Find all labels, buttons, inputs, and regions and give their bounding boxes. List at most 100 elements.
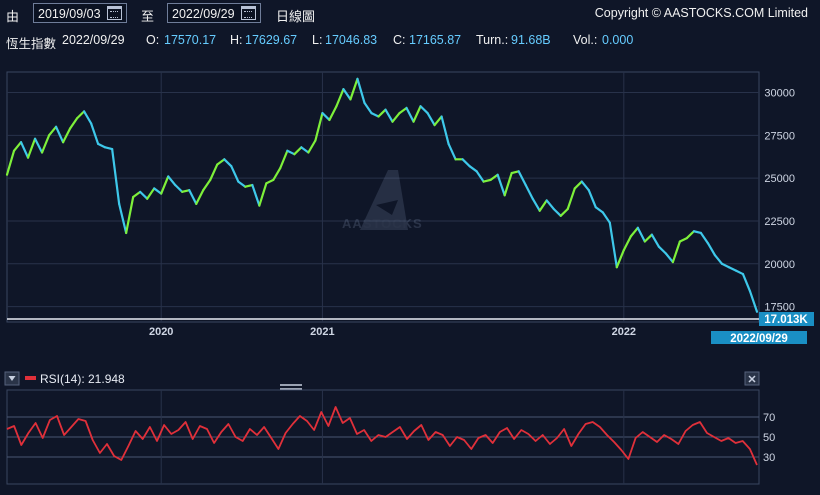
price-segment	[321, 111, 331, 122]
price-segment	[440, 115, 450, 146]
price-segment	[265, 178, 275, 185]
price-segment	[132, 190, 142, 199]
turnover-value: 91.68B	[511, 33, 551, 47]
price-segment	[75, 110, 86, 120]
from-label: 由	[6, 9, 20, 24]
price-segment	[601, 211, 611, 224]
price-segment	[650, 233, 660, 248]
close-label: C:	[393, 33, 406, 47]
price-segment	[426, 111, 436, 127]
price-segment	[510, 170, 520, 175]
price-segment	[713, 254, 724, 265]
price-segment	[531, 197, 541, 212]
info-date: 2022/09/29	[62, 33, 125, 47]
price-segment	[342, 88, 352, 101]
price-segment	[559, 207, 569, 217]
price-y-axis: 17500 20000 22500 25000 27500 30000	[764, 88, 795, 314]
price-segment	[188, 189, 198, 205]
rsi-title: RSI(14): 21.948	[40, 372, 125, 386]
last-date-label: 2022/09/29	[730, 333, 788, 345]
rsi-y-tick-label: 30	[763, 452, 775, 464]
volume-label: Vol.:	[573, 33, 598, 47]
price-segment	[615, 248, 625, 269]
price-segment	[398, 106, 408, 115]
price-segment	[33, 137, 44, 154]
price-segment	[573, 180, 583, 190]
open-value: 17570.17	[164, 33, 217, 47]
price-segment	[699, 231, 710, 245]
rsi-legend-swatch	[25, 376, 36, 380]
price-segment	[741, 272, 752, 293]
x-tick-label: 2020	[149, 326, 173, 338]
price-segment	[419, 105, 429, 115]
to-date-input[interactable]: 2022/09/29	[167, 3, 261, 23]
price-segment	[475, 170, 485, 183]
price-segment	[608, 221, 618, 269]
price-segment	[202, 178, 212, 192]
close-value: 17165.87	[409, 33, 462, 47]
price-segment	[377, 108, 387, 118]
price-segment	[300, 146, 310, 154]
price-segment	[307, 139, 317, 154]
rsi-y-axis: 30 50 70	[763, 412, 775, 464]
price-segment	[167, 175, 177, 187]
price-segment	[111, 147, 121, 205]
price-segment	[68, 117, 79, 130]
price-segment	[286, 149, 296, 156]
watermark-logo: AASTOCKS	[342, 170, 423, 231]
price-segment	[685, 230, 696, 240]
price-segment	[489, 173, 499, 181]
from-date-input[interactable]: 2019/09/03	[33, 3, 127, 23]
toolbar: 由 2019/09/03 至 2022/09/29 日線圖 Copyright …	[0, 0, 820, 28]
x-tick-label: 2022	[612, 326, 636, 338]
price-segment	[524, 183, 534, 200]
price-segment	[230, 165, 240, 183]
low-value: 17046.83	[325, 33, 378, 47]
price-segment	[671, 240, 681, 264]
rsi-line	[6, 406, 758, 466]
price-segment	[517, 170, 527, 187]
price-segment	[209, 163, 219, 181]
price-segment	[54, 125, 65, 144]
rsi-y-tick-label: 70	[763, 412, 775, 424]
last-value-marker: 17.013K	[759, 312, 814, 326]
price-segment	[447, 142, 457, 161]
calendar-icon[interactable]	[241, 6, 256, 20]
calendar-icon[interactable]	[107, 6, 122, 20]
price-segment	[244, 183, 254, 188]
price-segment	[146, 187, 156, 200]
y-tick-label: 27500	[764, 130, 795, 142]
price-segment	[748, 290, 759, 313]
price-segment	[580, 180, 590, 192]
price-segment	[293, 146, 303, 156]
price-segment	[678, 236, 689, 243]
price-segment	[622, 235, 632, 252]
index-name: 恆生指數	[6, 37, 57, 51]
price-segment	[545, 199, 555, 211]
panel-resize-handle[interactable]	[280, 384, 302, 390]
copyright-text: Copyright © AASTOCKS.COM Limited	[594, 6, 808, 20]
rsi-dropdown-button[interactable]	[4, 371, 20, 386]
price-segment	[664, 252, 674, 264]
open-label: O:	[146, 33, 160, 47]
price-segment	[356, 77, 366, 104]
price-segment	[391, 111, 401, 123]
price-series	[5, 77, 759, 313]
price-segment	[636, 226, 646, 243]
y-tick-label: 25000	[764, 173, 795, 185]
price-segment	[153, 187, 163, 195]
price-segment	[482, 178, 492, 183]
watermark-text: AASTOCKS	[342, 216, 423, 231]
price-segment	[40, 134, 51, 154]
price-segment	[47, 125, 58, 137]
price-segment	[314, 111, 324, 142]
price-segment	[349, 77, 359, 101]
interval-label[interactable]: 日線圖	[276, 9, 316, 24]
rsi-close-button[interactable]	[744, 371, 760, 386]
high-label: H:	[230, 33, 243, 47]
price-segment	[118, 202, 128, 235]
price-segment	[139, 190, 149, 200]
price-segment	[181, 189, 191, 193]
price-segment	[643, 233, 653, 243]
